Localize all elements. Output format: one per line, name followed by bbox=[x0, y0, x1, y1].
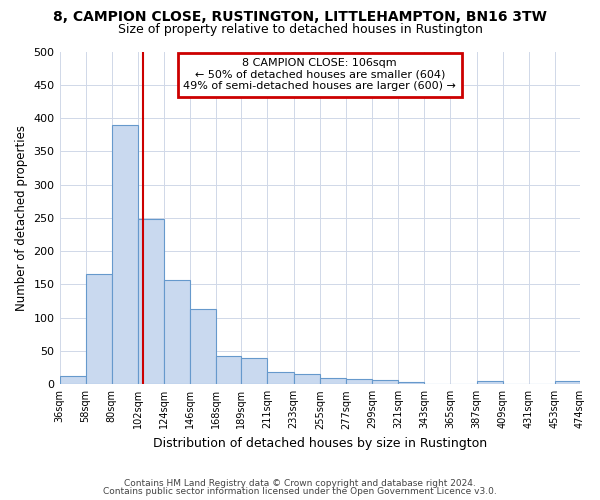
Bar bbox=[372, 380, 398, 384]
Bar bbox=[293, 374, 320, 384]
Bar bbox=[138, 219, 164, 384]
Bar bbox=[59, 376, 86, 384]
Bar bbox=[217, 356, 241, 384]
Bar bbox=[86, 274, 112, 384]
Text: Contains public sector information licensed under the Open Government Licence v3: Contains public sector information licen… bbox=[103, 487, 497, 496]
Bar bbox=[112, 124, 138, 384]
Bar bbox=[346, 379, 372, 384]
Bar bbox=[320, 378, 346, 384]
Bar bbox=[555, 381, 580, 384]
Bar bbox=[190, 309, 217, 384]
Bar bbox=[268, 372, 293, 384]
Text: 8 CAMPION CLOSE: 106sqm  
← 50% of detached houses are smaller (604)
49% of semi: 8 CAMPION CLOSE: 106sqm ← 50% of detache… bbox=[184, 58, 456, 92]
Bar bbox=[241, 358, 268, 384]
Y-axis label: Number of detached properties: Number of detached properties bbox=[15, 125, 28, 311]
Bar bbox=[398, 382, 424, 384]
Bar bbox=[164, 280, 190, 384]
X-axis label: Distribution of detached houses by size in Rustington: Distribution of detached houses by size … bbox=[153, 437, 487, 450]
Text: Contains HM Land Registry data © Crown copyright and database right 2024.: Contains HM Land Registry data © Crown c… bbox=[124, 478, 476, 488]
Text: Size of property relative to detached houses in Rustington: Size of property relative to detached ho… bbox=[118, 22, 482, 36]
Bar bbox=[476, 381, 503, 384]
Text: 8, CAMPION CLOSE, RUSTINGTON, LITTLEHAMPTON, BN16 3TW: 8, CAMPION CLOSE, RUSTINGTON, LITTLEHAMP… bbox=[53, 10, 547, 24]
